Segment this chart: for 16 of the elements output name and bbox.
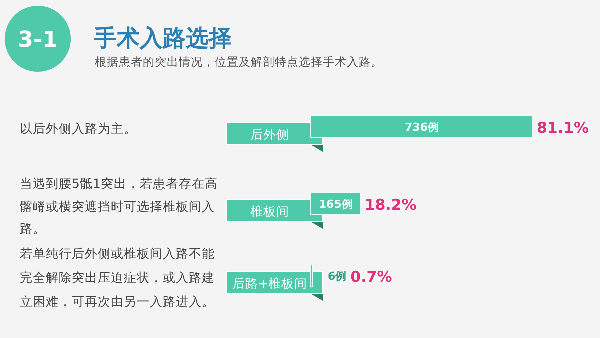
badge: 3-1: [5, 6, 71, 72]
y-tick-label: 后路+椎板间: [232, 276, 308, 291]
y-tick-label: 椎板间: [250, 204, 290, 219]
text: 以后外侧入路为主。: [20, 121, 137, 136]
annotation: 81.1%: [537, 119, 590, 137]
text: 若单纯行后外侧或椎板间入路不能完全解除突出压迫症状，或入路建立困难，可再次由另一入路进入。: [20, 246, 215, 309]
data-label: 736例: [405, 121, 439, 134]
chart-subtitle: 根据患者的突出情况，位置及解剖特点选择手术入路。: [95, 55, 383, 69]
category-label: 后外侧: [226, 122, 324, 152]
y-tick-label: 后外侧: [250, 127, 290, 142]
annotation: 0.7%: [350, 268, 392, 286]
data-label: 6例: [328, 270, 347, 283]
category-label: 后路+椎板间: [226, 272, 324, 301]
chart-title: 手术入路选择: [93, 26, 232, 52]
annotation: 18.2%: [364, 196, 417, 214]
text: 当遇到腰5骶1突出，若患者存在高髂嵴或横突遮挡时可选择椎板间入路。: [20, 176, 218, 236]
